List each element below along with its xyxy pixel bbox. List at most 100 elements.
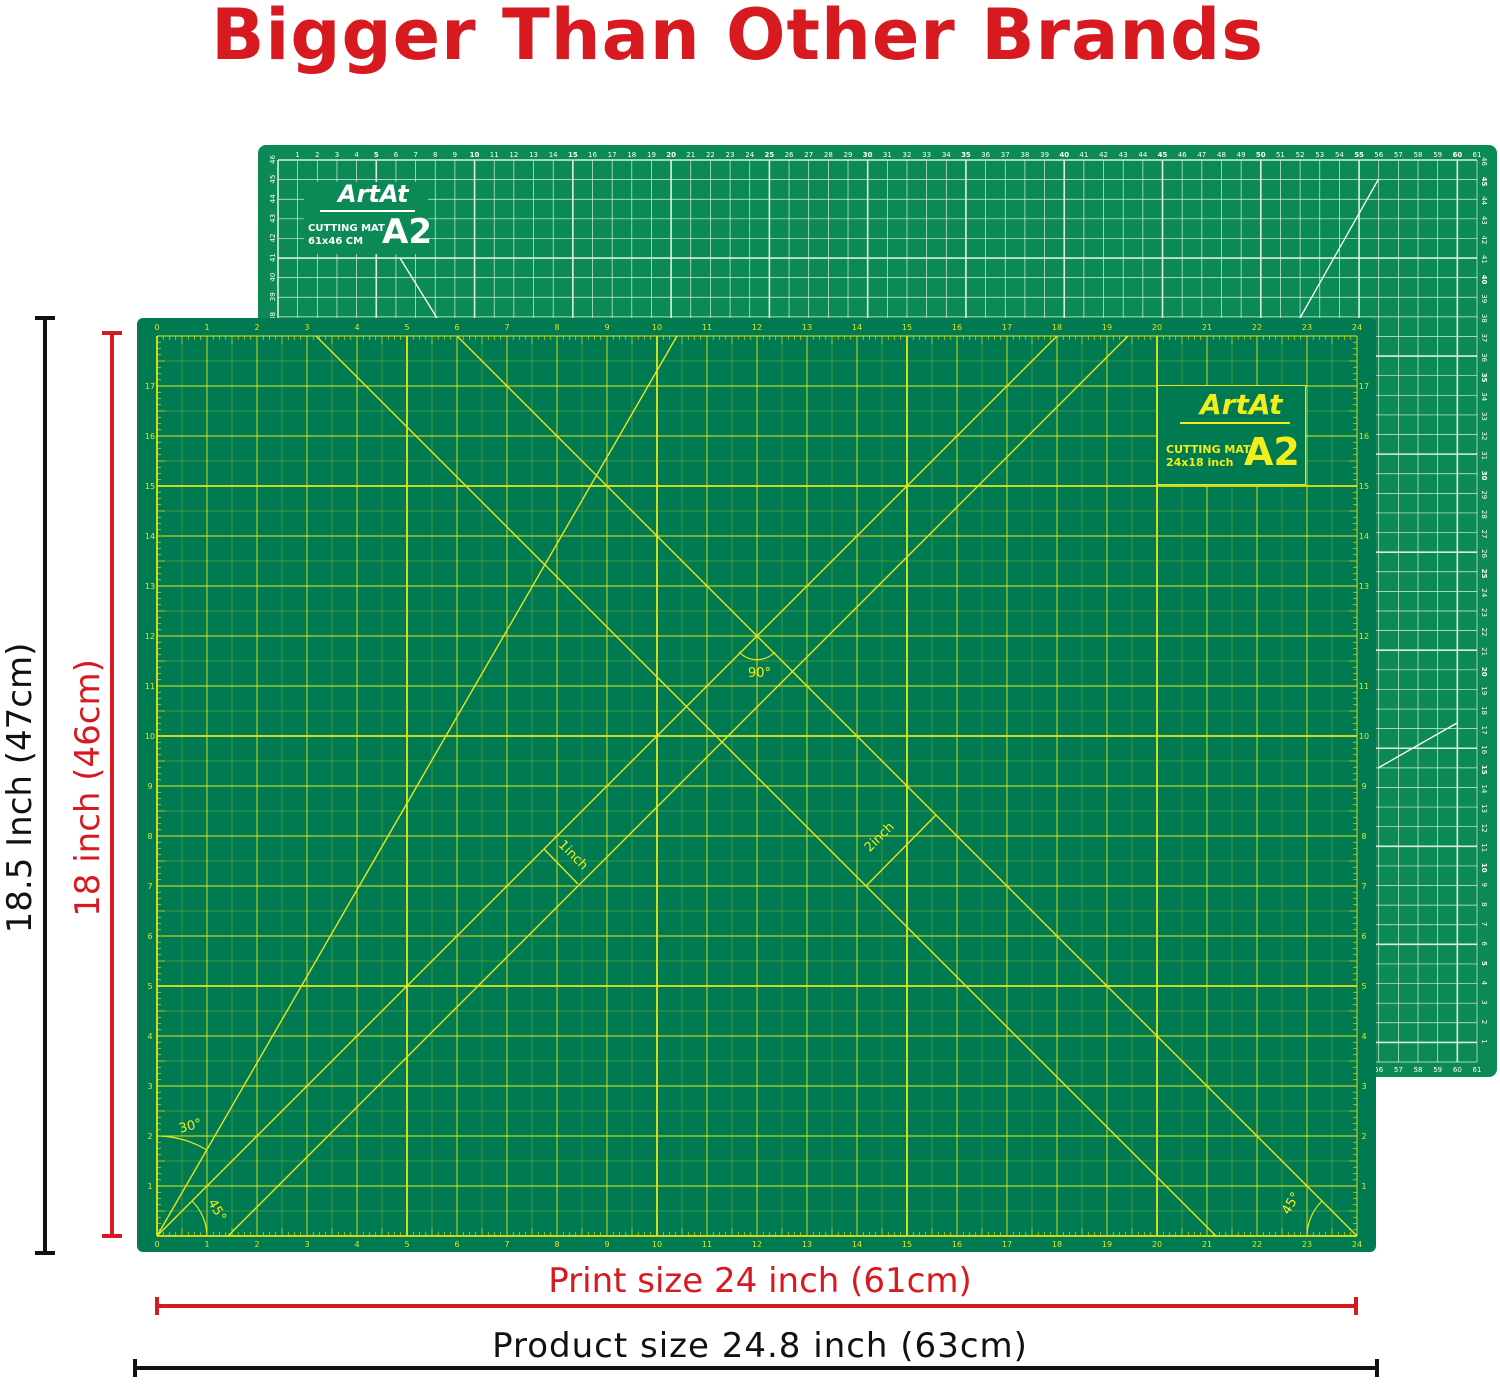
front-logo-swoosh	[1180, 422, 1290, 424]
front-tick-label: 2	[147, 1132, 152, 1141]
back-tick-label: 6	[394, 151, 399, 159]
front-tick-label: 22	[1252, 1240, 1262, 1249]
front-tick-label: 4	[354, 323, 359, 332]
back-tick-label: 2	[1480, 1020, 1488, 1024]
back-tick-label: 9	[1480, 883, 1488, 887]
back-tick-label: 26	[1480, 549, 1488, 558]
front-tick-label: 0	[154, 1240, 159, 1249]
front-tick-label: 6	[1361, 932, 1366, 941]
back-tick-label: 13	[529, 151, 538, 159]
back-diagonal-line	[1299, 179, 1379, 319]
back-tick-label: 14	[1480, 784, 1488, 793]
back-tick-label: 19	[1480, 686, 1488, 695]
front-tick-label: 15	[1359, 482, 1369, 491]
print-width-label: Print size 24 inch (61cm)	[548, 1261, 972, 1301]
back-tick-label: 7	[1480, 922, 1488, 926]
back-tick-label: 38	[269, 312, 277, 321]
back-logo-size: 61x46 CM	[308, 236, 364, 247]
back-tick-label: 41	[269, 253, 277, 262]
back-tick-label: 8	[1480, 902, 1488, 906]
angle-label-90: 90°	[748, 666, 772, 681]
front-logo-product: CUTTING MAT	[1166, 443, 1251, 456]
back-logo-product: CUTTING MAT	[308, 223, 385, 234]
back-tick-label: 58	[1414, 1066, 1423, 1074]
front-tick-label: 1	[1361, 1182, 1366, 1191]
back-tick-label: 15	[1480, 765, 1488, 775]
back-tick-label: 23	[1480, 608, 1488, 617]
back-tick-label: 49	[1237, 151, 1246, 159]
front-tick-label: 16	[145, 432, 155, 441]
back-tick-label: 42	[269, 234, 277, 243]
front-tick-label: 22	[1252, 323, 1262, 332]
front-tick-label: 8	[554, 323, 559, 332]
front-tick-label: 13	[802, 1240, 812, 1249]
back-tick-label: 56	[1374, 151, 1383, 159]
front-tick-label: 1	[204, 1240, 209, 1249]
front-tick-label: 15	[902, 1240, 912, 1249]
back-tick-label: 24	[745, 151, 754, 159]
front-tick-label: 18	[1052, 1240, 1062, 1249]
back-tick-label: 59	[1433, 1066, 1442, 1074]
back-tick-label: 38	[1020, 151, 1029, 159]
front-tick-label: 15	[902, 323, 912, 332]
back-tick-label: 59	[1433, 151, 1442, 159]
front-tick-label: 2	[254, 323, 259, 332]
back-tick-label: 32	[1480, 432, 1488, 441]
back-tick-label: 61	[1473, 151, 1482, 159]
front-tick-label: 10	[145, 732, 155, 741]
back-tick-label: 45	[1158, 151, 1168, 159]
front-tick-label: 5	[404, 323, 409, 332]
front-tick-label: 17	[1002, 323, 1012, 332]
back-tick-label: 27	[804, 151, 813, 159]
back-tick-label: 29	[1480, 490, 1488, 499]
back-tick-label: 56	[1374, 1066, 1383, 1074]
back-tick-label: 21	[1480, 647, 1488, 656]
dimension-lines	[35, 316, 1379, 1377]
front-tick-label: 18	[1052, 323, 1062, 332]
front-tick-label: 21	[1202, 323, 1212, 332]
back-tick-label: 34	[1480, 392, 1488, 401]
back-tick-label: 31	[1480, 451, 1488, 460]
back-tick-label: 10	[1480, 863, 1488, 873]
back-tick-label: 19	[647, 151, 656, 159]
front-tick-label: 10	[652, 323, 662, 332]
back-tick-label: 41	[1480, 255, 1488, 264]
front-tick-label: 23	[1302, 323, 1312, 332]
front-tick-label: 7	[1361, 882, 1366, 891]
front-tick-label: 7	[147, 882, 152, 891]
front-tick-label: 11	[145, 682, 155, 691]
back-tick-label: 43	[1480, 216, 1488, 225]
back-logo-model: A2	[382, 212, 432, 252]
back-tick-label: 39	[1040, 151, 1049, 159]
back-logo-background	[304, 182, 428, 254]
front-mat-24x18inch: 0011223344556677889910101111121213131414…	[137, 318, 1376, 1252]
back-tick-label: 4	[1480, 981, 1488, 986]
back-tick-label: 30	[1480, 471, 1488, 481]
front-tick-label: 6	[454, 323, 459, 332]
back-tick-label: 36	[981, 151, 990, 159]
front-angle-line	[156, 335, 678, 1237]
front-angle-line	[227, 335, 1129, 1237]
back-tick-label: 47	[1197, 151, 1206, 159]
back-tick-label: 43	[269, 214, 277, 223]
front-tick-label: 24	[1352, 1240, 1362, 1249]
back-tick-label: 55	[1354, 151, 1364, 159]
front-tick-label: 11	[702, 323, 712, 332]
front-tick-label: 19	[1102, 323, 1112, 332]
front-tick-label: 8	[147, 832, 152, 841]
print-height-label: 18 inch (46cm)	[68, 659, 108, 917]
front-tick-label: 10	[1359, 732, 1369, 741]
front-tick-label: 7	[504, 1240, 509, 1249]
back-tick-label: 58	[1414, 151, 1423, 159]
back-tick-label: 16	[1480, 745, 1488, 754]
front-tick-label: 9	[604, 323, 609, 332]
back-tick-label: 38	[1480, 314, 1488, 323]
back-tick-label: 12	[509, 151, 518, 159]
front-tick-label: 3	[304, 323, 309, 332]
front-tick-label: 8	[1361, 832, 1366, 841]
front-tick-label: 14	[852, 1240, 862, 1249]
front-tick-label: 11	[1359, 682, 1369, 691]
front-tick-label: 5	[404, 1240, 409, 1249]
front-tick-label: 20	[1152, 323, 1162, 332]
